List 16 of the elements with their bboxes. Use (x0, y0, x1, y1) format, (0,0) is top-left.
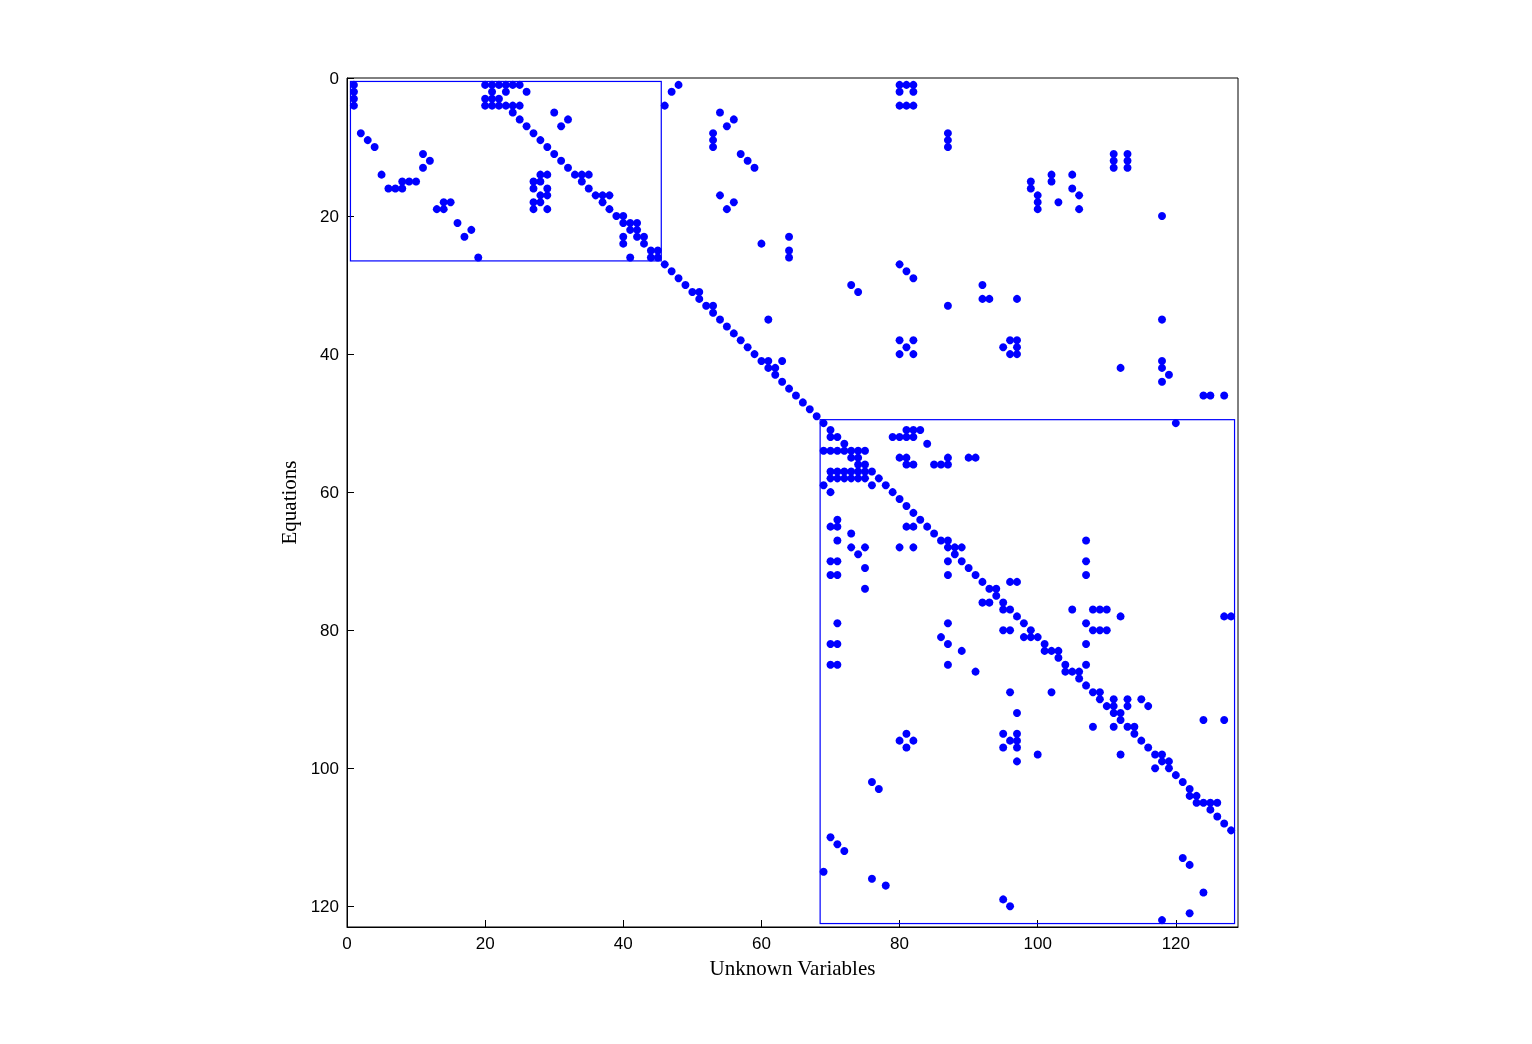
x-tick-label: 120 (1161, 934, 1191, 953)
x-tick-label: 0 (342, 934, 352, 953)
x-tick-label: 60 (751, 934, 771, 953)
y-tick-label: 0 (329, 68, 339, 88)
y-tick-label: 20 (320, 206, 339, 226)
y-tick-label: 120 (310, 896, 339, 916)
y-tick-label: 40 (320, 344, 339, 364)
y-tick-label: 60 (320, 482, 339, 502)
y-tick-label: 100 (310, 758, 339, 778)
x-tick-label: 100 (1023, 934, 1052, 953)
x-tick-label: 40 (613, 934, 633, 953)
x-tick-label: 80 (890, 934, 910, 953)
y-axis-title: Equations (277, 460, 302, 545)
y-tick-label: 80 (320, 620, 339, 640)
x-axis-title: Unknown Variables (709, 955, 876, 980)
x-tick-label: 20 (475, 934, 495, 953)
